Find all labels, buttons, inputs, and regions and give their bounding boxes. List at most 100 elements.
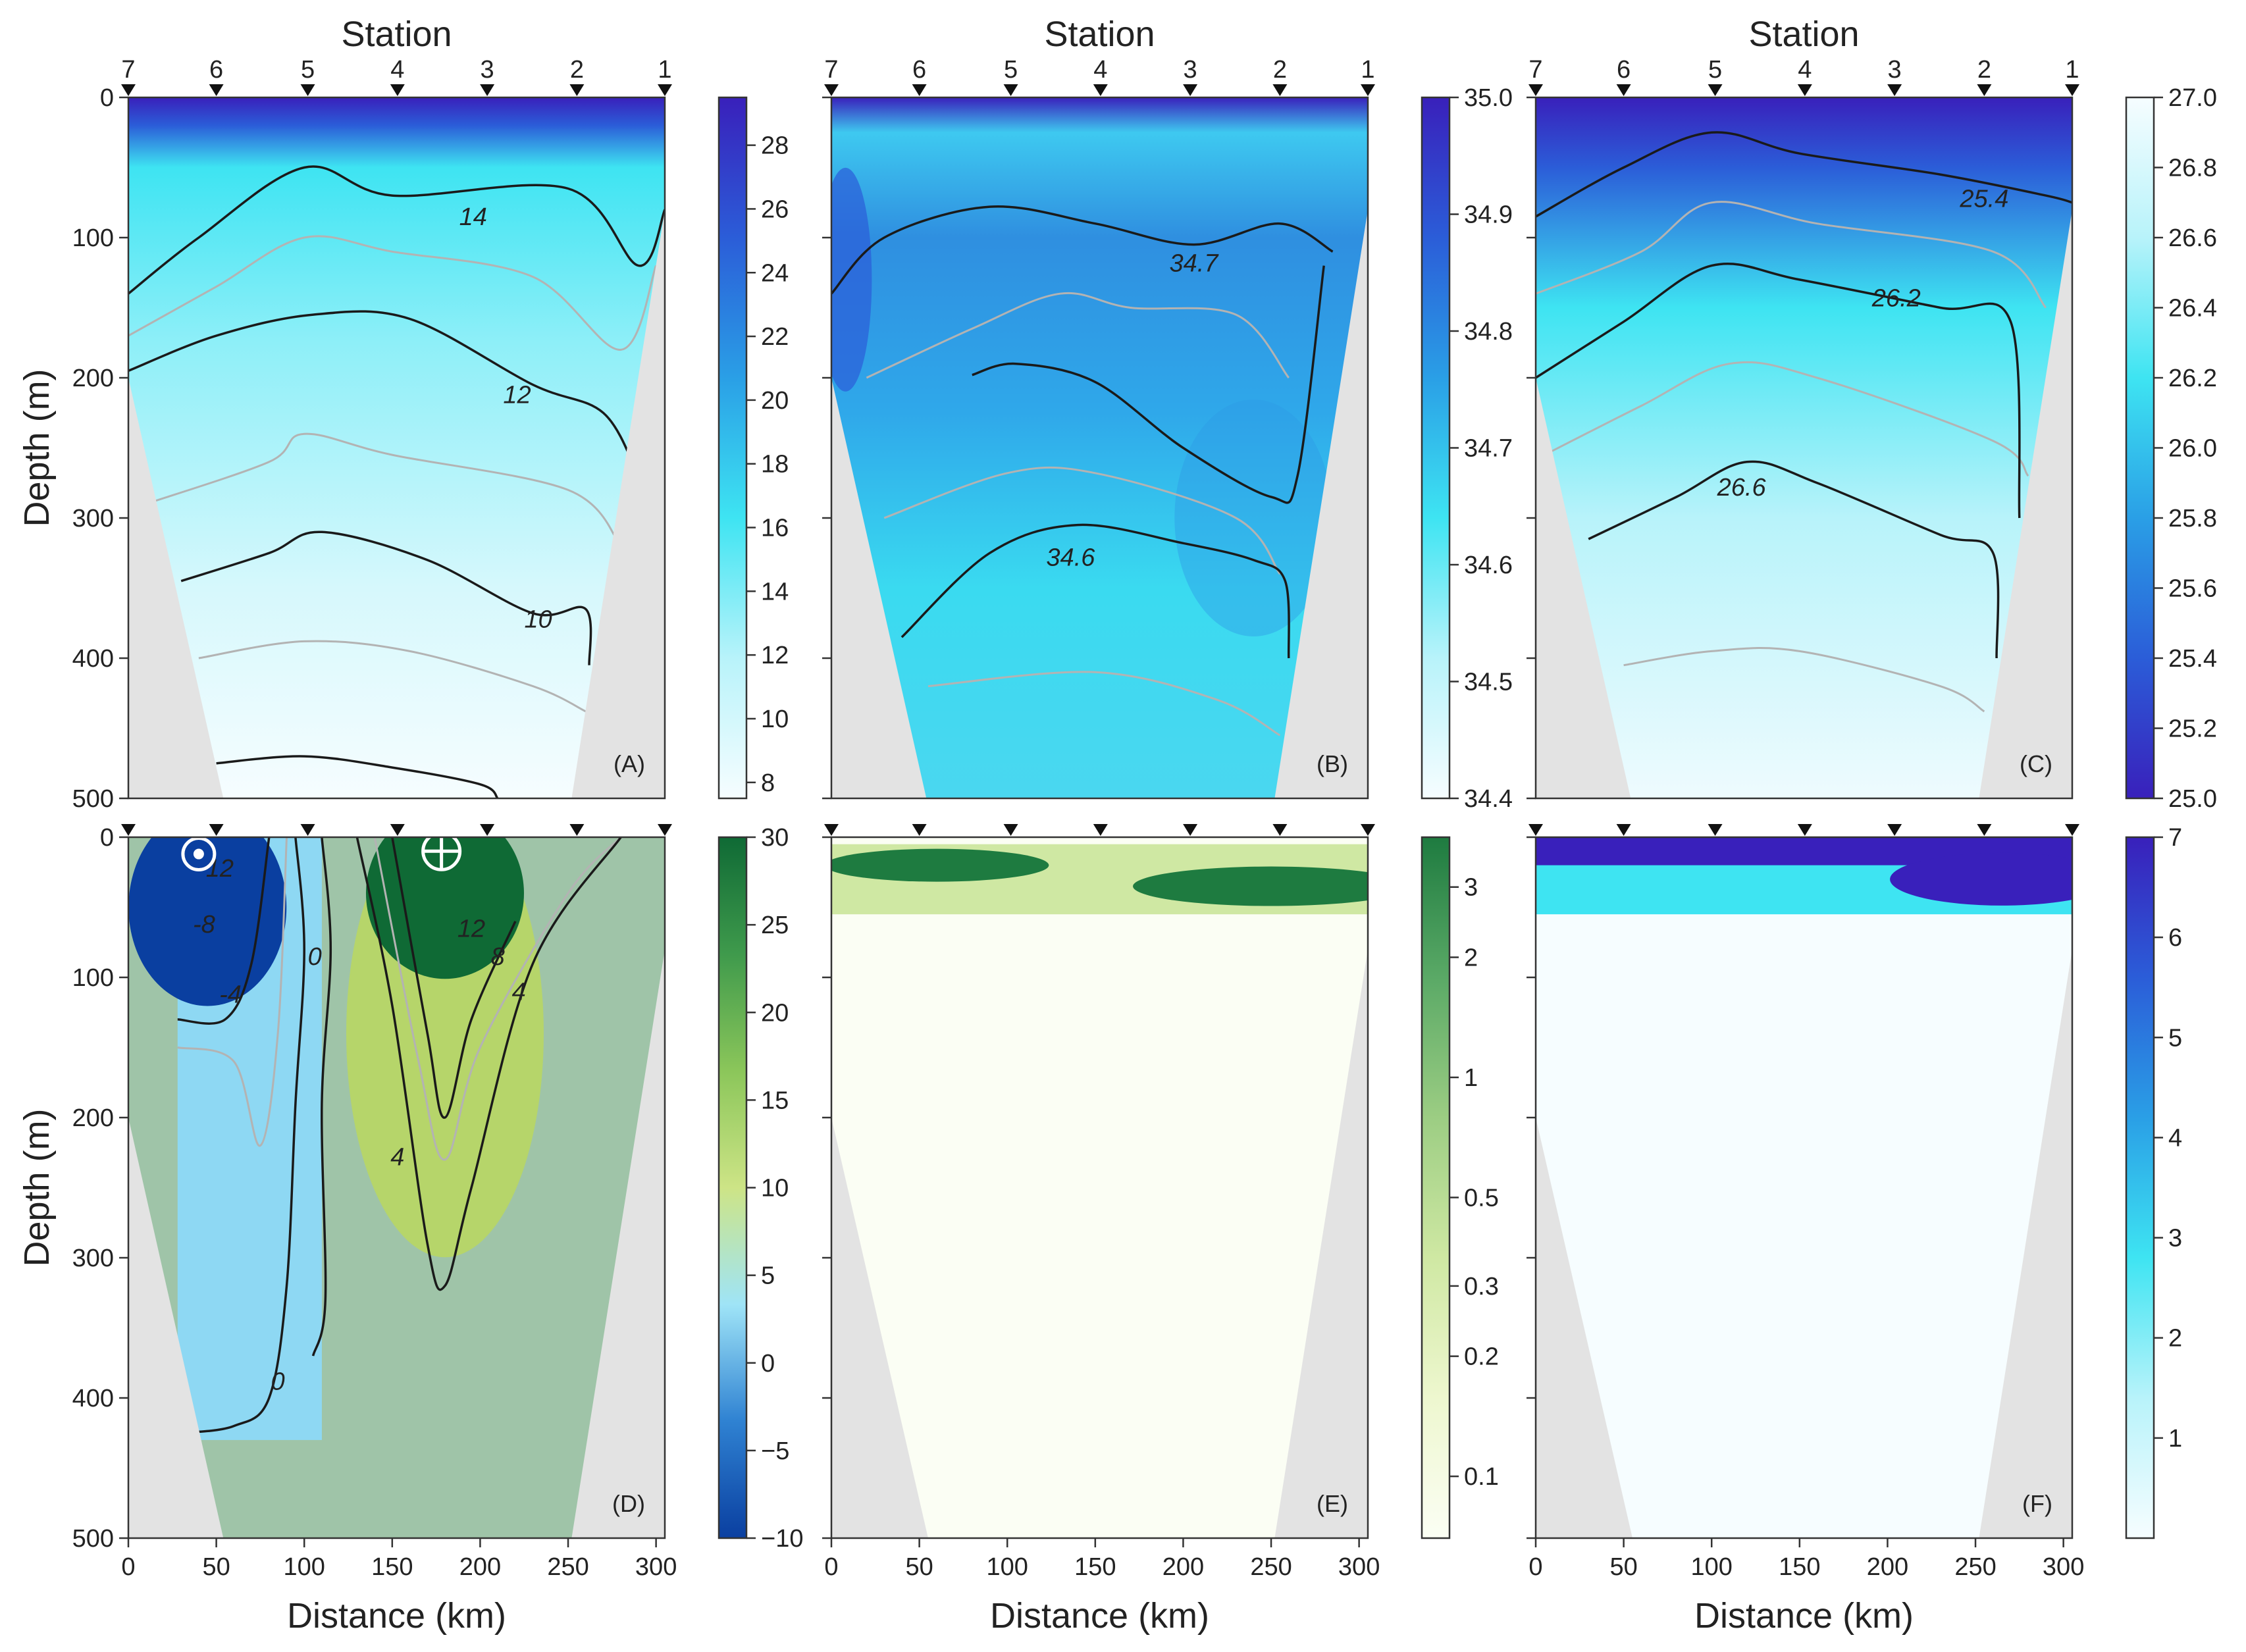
colorbar-ramp <box>2125 96 2155 800</box>
colorbar-tick-label: 27.0 <box>2168 84 2217 112</box>
depth-tick-label: 300 <box>72 505 114 532</box>
panel-letter: (C) <box>2020 750 2052 777</box>
station-label: 2 <box>1273 56 1287 84</box>
panel-E: (E) 0 50 100 150 200 250 300 Distance (km) 0.1 0.2… <box>822 824 1582 1636</box>
station-label: 1 <box>2065 56 2079 84</box>
seafloor-left <box>128 1118 224 1538</box>
colorbar-tick-label: 25.0 <box>2168 785 2217 813</box>
contour-label: 4 <box>512 978 526 1006</box>
colorbar-tick-label: 34.8 <box>1464 318 1513 346</box>
colorbar-tick-label: 26 <box>761 195 789 223</box>
station-marker <box>1003 84 1018 96</box>
panel-letter: (D) <box>612 1490 645 1517</box>
station-marker <box>1887 824 1902 836</box>
colorbar-tick-label: 0.2 <box>1464 1343 1499 1371</box>
panel-letter: (B) <box>1317 750 1348 777</box>
contour-label: 34.6 <box>1046 544 1095 572</box>
flow-out-of-page-dot <box>193 848 204 860</box>
field-shading <box>831 97 1368 798</box>
colorbar-tick-label: 0.5 <box>1464 1184 1499 1212</box>
station-label: 4 <box>1798 56 1812 84</box>
panel-B: 34.734.6(B)7 6 5 4 3 2 1Station34.434.534.634.… <box>822 14 1582 813</box>
distance-tick-label: 50 <box>1609 1553 1637 1581</box>
station-marker <box>1272 824 1288 836</box>
panel-frame <box>830 836 1369 1539</box>
colorbar-ramp <box>718 836 748 1539</box>
station-label: 3 <box>1184 56 1197 84</box>
station-marker <box>1183 824 1198 836</box>
contour-line <box>180 530 592 665</box>
colorbar-tick-label: 0.3 <box>1464 1273 1499 1301</box>
colorbar-tick-label: 26.0 <box>2168 435 2217 463</box>
station-marker <box>1797 824 1812 836</box>
distance-axis-title: Distance (km) <box>287 1596 506 1636</box>
colorbar-ramp <box>718 96 748 800</box>
colorbar-tick-label: 15 <box>761 1087 789 1114</box>
station-label: 6 <box>912 56 926 84</box>
panel-frame <box>127 96 666 800</box>
contour-label: 14 <box>459 203 487 231</box>
plot-area-A: 14 12 10 <box>128 97 665 798</box>
depth-tick-label: 200 <box>72 1104 114 1132</box>
contour-line <box>1588 460 2000 659</box>
station-marker <box>912 824 927 836</box>
distance-tick-label: 250 <box>547 1553 588 1581</box>
station-marker <box>824 84 839 96</box>
depth-axis-title: Depth (m) <box>17 1108 57 1266</box>
station-label: 4 <box>1093 56 1107 84</box>
panel-F: (F) 0 50 100 150 200 250 300 Distance (km) 1 2 3 4 5 6… <box>1527 824 2182 1636</box>
contour-label: 12 <box>206 855 234 883</box>
westward-core <box>128 837 287 1006</box>
field-shading <box>1536 837 2072 1538</box>
contour-line-gray <box>883 466 1281 575</box>
panel-letter: (F) <box>2022 1490 2052 1517</box>
station-label: 1 <box>1361 56 1374 84</box>
colorbar-tick-label: 24 <box>761 259 789 287</box>
station-marker <box>390 824 405 836</box>
station-label: 5 <box>301 56 315 84</box>
station-marker <box>1616 824 1631 836</box>
station-marker <box>1528 84 1543 96</box>
station-marker <box>658 824 672 836</box>
plot-area-E <box>831 837 1368 1538</box>
colorbar-tick-label: 3 <box>2168 1225 2182 1252</box>
distance-tick-label: 300 <box>1338 1553 1380 1581</box>
colorbar-tick-label: 25.4 <box>2168 645 2217 673</box>
colorbar-tick-label: 5 <box>761 1262 775 1290</box>
station-marker <box>912 84 927 96</box>
station-label: 7 <box>1528 56 1542 84</box>
station-label: 2 <box>570 56 584 84</box>
colorbar-tick-label: 5 <box>2168 1024 2182 1052</box>
depth-tick-label: 100 <box>72 964 114 992</box>
station-marker <box>824 824 839 836</box>
contour-line-gray <box>1544 361 2029 477</box>
station-marker <box>209 84 224 96</box>
contour-line <box>831 205 1334 295</box>
contour-label: 10 <box>524 606 552 633</box>
station-marker <box>209 824 224 836</box>
station-marker <box>1708 84 1723 96</box>
colorbar-tick-label: 26.2 <box>2168 365 2217 392</box>
contour-label: 26.2 <box>1871 285 1921 313</box>
contour-label: 0 <box>271 1368 285 1395</box>
oxygen-high-east <box>1890 852 2072 906</box>
station-marker <box>480 84 495 96</box>
colorbar-tick-label: 12 <box>761 642 789 669</box>
field-shading <box>831 837 1368 1538</box>
colorbar-ramp <box>1421 836 1451 1539</box>
colorbar-tick-label: 25.6 <box>2168 575 2217 603</box>
colorbar-tick-label: 30 <box>761 824 789 852</box>
high-salinity-core <box>831 167 872 392</box>
field-shading <box>128 97 665 798</box>
contour-label: 25.4 <box>1959 185 2008 213</box>
chlorophyll-max-west <box>831 848 1049 882</box>
colorbar-tick-label: 25.2 <box>2168 715 2217 743</box>
contour-line <box>901 523 1290 659</box>
colorbar-tick-label: 28 <box>761 132 789 160</box>
contour-line <box>355 837 622 1291</box>
distance-tick-label: 100 <box>987 1553 1028 1581</box>
plot-area-B: 34.7 34.6 <box>831 97 1368 798</box>
station-marker <box>658 84 672 96</box>
colorbar-tick-label: −5 <box>761 1437 789 1465</box>
